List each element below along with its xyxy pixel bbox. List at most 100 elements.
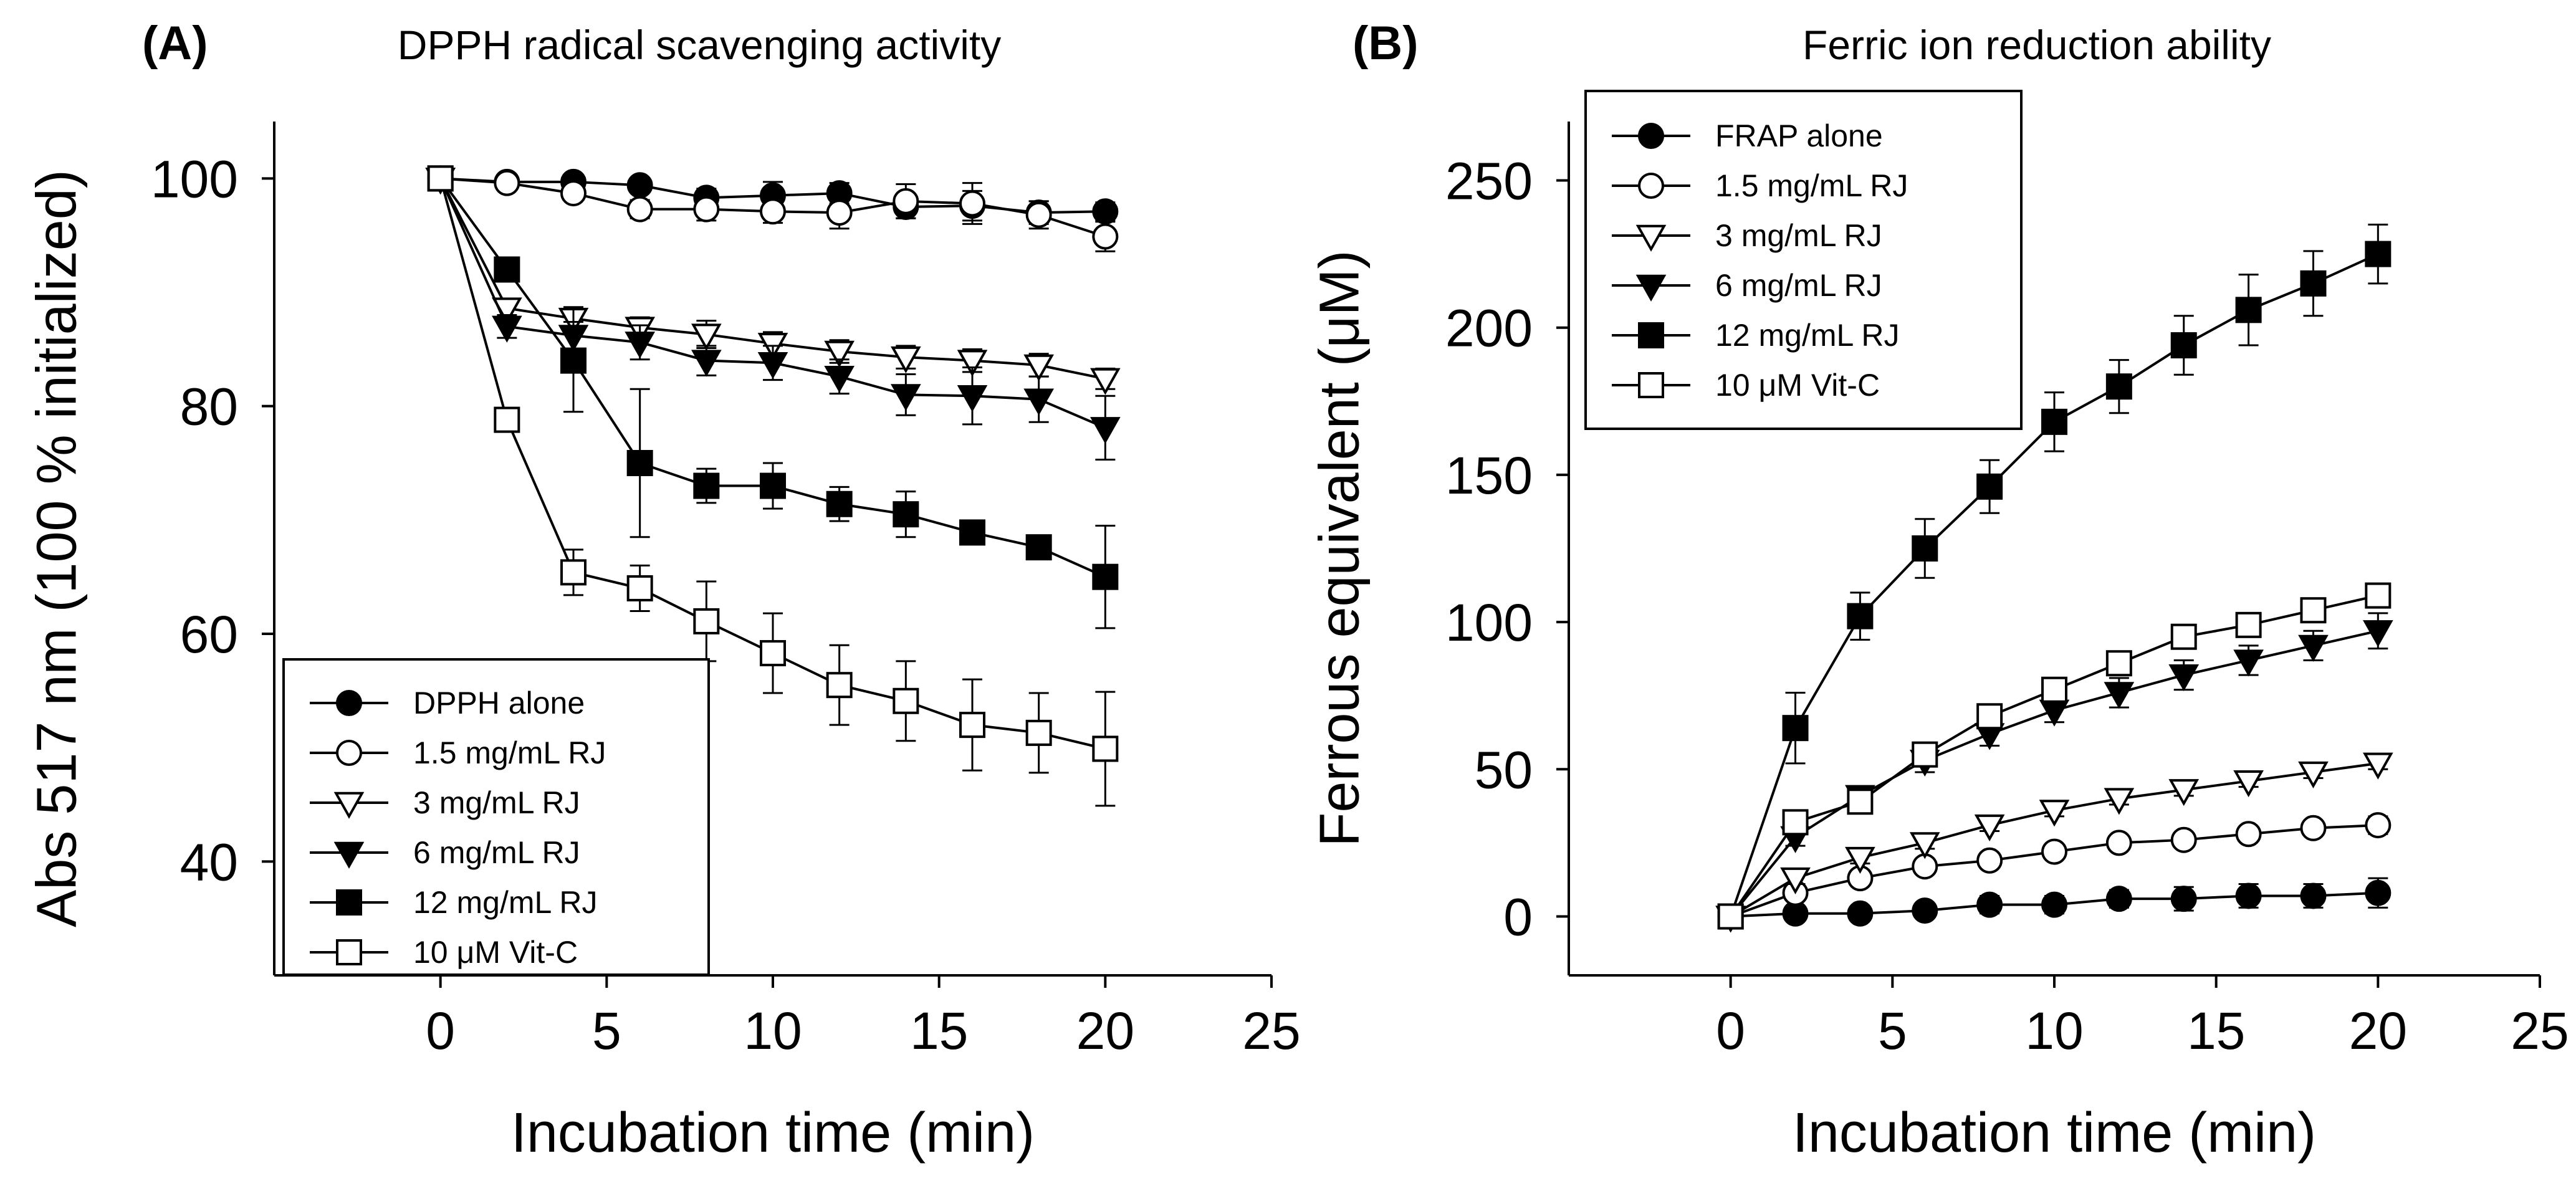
data-point (560, 559, 587, 586)
data-point (2300, 597, 2327, 624)
data-point (1092, 735, 1119, 762)
x-tick-label: 0 (1716, 1002, 1745, 1060)
legend-entry-10-m-vit-c: 10 μM Vit-C (1612, 368, 1880, 403)
y-tick-label: 80 (180, 378, 238, 436)
data-point (826, 199, 853, 226)
data-point (2300, 882, 2327, 909)
data-point (2105, 830, 2132, 856)
chart-title-a: DPPH radical scavenging activity (398, 22, 1001, 68)
data-point (1976, 703, 2003, 730)
data-point (957, 350, 988, 377)
data-point (693, 608, 720, 634)
data-point (2170, 332, 2197, 359)
data-point (626, 450, 653, 476)
legend-entry-1-5-mg-ml-rj: 1.5 mg/mL RJ (1612, 168, 1908, 203)
legend-entry-frap-alone: FRAP alone (1612, 118, 1883, 153)
data-point (2363, 752, 2393, 780)
data-point (1976, 891, 2003, 918)
data-point (2233, 649, 2264, 677)
legend-marker (1635, 274, 1667, 302)
legend-entry-3-mg-ml-rj: 3 mg/mL RJ (310, 785, 580, 820)
legend-label: 10 μM Vit-C (1715, 368, 1880, 403)
data-point (757, 352, 788, 380)
data-point (1847, 900, 1874, 927)
data-point (893, 687, 919, 714)
data-point (1847, 603, 1874, 629)
data-point (1909, 832, 1940, 859)
data-point (2298, 761, 2329, 788)
data-point (2300, 815, 2327, 841)
legend-label: 6 mg/mL RJ (1715, 268, 1882, 303)
x-tick-label: 20 (1076, 1002, 1134, 1060)
data-point (2235, 821, 2262, 848)
legend-label: 1.5 mg/mL RJ (1715, 168, 1908, 203)
data-point (959, 190, 985, 217)
data-point (1025, 201, 1052, 228)
data-point (1092, 198, 1119, 225)
data-point (1974, 814, 2005, 841)
legend-marker (1638, 372, 1664, 398)
data-point (693, 472, 720, 499)
data-point (691, 350, 722, 377)
axes-a: 0 5 10 15 20 25 40 60 80 100 Incubation time (min)… (26, 122, 1301, 1164)
data-point (1782, 809, 1809, 836)
y-tick-label: 40 (180, 833, 238, 891)
x-tick-label: 10 (744, 1002, 802, 1060)
data-point (1092, 563, 1119, 590)
y-tick-label: 200 (1445, 299, 1533, 358)
x-tick-label: 15 (910, 1002, 968, 1060)
x-tick-label: 5 (592, 1002, 621, 1060)
data-point (2233, 770, 2264, 798)
data-point (560, 347, 587, 374)
data-point (691, 323, 722, 351)
x-axis-title: Incubation time (min) (511, 1102, 1035, 1164)
legend-marker (336, 889, 362, 916)
legend-marker (1635, 224, 1667, 252)
series-1-5-mg-ml-rj (427, 165, 1119, 252)
data-point (2104, 682, 2135, 709)
data-point (2235, 297, 2262, 323)
data-point (2170, 826, 2197, 853)
y-tick-label: 60 (180, 605, 238, 664)
legend-label: FRAP alone (1715, 118, 1883, 153)
legend-label: 12 mg/mL RJ (413, 885, 597, 920)
x-tick-label: 10 (2025, 1002, 2083, 1060)
data-point (1717, 903, 1744, 930)
y-tick-label: 50 (1475, 740, 1533, 799)
legend-a: DPPH alone 1.5 mg/mL RJ 3 mg/mL RJ 6 mg/mL … (282, 658, 710, 976)
data-point (2041, 676, 2067, 703)
data-point (2041, 891, 2067, 918)
legend-marker (336, 690, 362, 716)
data-point (1782, 715, 1809, 742)
legend-entry-12-mg-ml-rj: 12 mg/mL RJ (310, 885, 597, 920)
series-layer-a (425, 165, 1121, 807)
data-point (893, 188, 919, 214)
series-layer-b (1715, 223, 2393, 933)
data-point (2300, 270, 2327, 297)
data-point (693, 196, 720, 222)
x-axis-title: Incubation time (min) (1793, 1102, 2316, 1164)
series-6-mg-ml-rj (1715, 612, 2393, 933)
legend-label: DPPH alone (413, 686, 585, 720)
data-point (2170, 886, 2197, 912)
x-tick-label: 25 (2511, 1002, 2569, 1060)
data-point (1090, 417, 1121, 444)
data-point (760, 472, 786, 499)
data-point (826, 490, 853, 517)
legend-marker (336, 939, 362, 965)
x-tick-label: 5 (1878, 1002, 1907, 1060)
data-point (1845, 846, 1875, 874)
legend-label: 10 μM Vit-C (413, 935, 578, 970)
data-point (2041, 408, 2067, 435)
data-point (1025, 719, 1052, 746)
panel-label-b: (B) (1353, 17, 1419, 70)
data-point (494, 406, 520, 433)
series-frap-alone (1717, 877, 2392, 930)
data-point (626, 196, 653, 222)
legend-entry-12-mg-ml-rj: 12 mg/mL RJ (1612, 318, 1899, 353)
data-point (626, 575, 653, 601)
legend-entry-6-mg-ml-rj: 6 mg/mL RJ (310, 835, 580, 870)
data-point (2365, 812, 2392, 839)
